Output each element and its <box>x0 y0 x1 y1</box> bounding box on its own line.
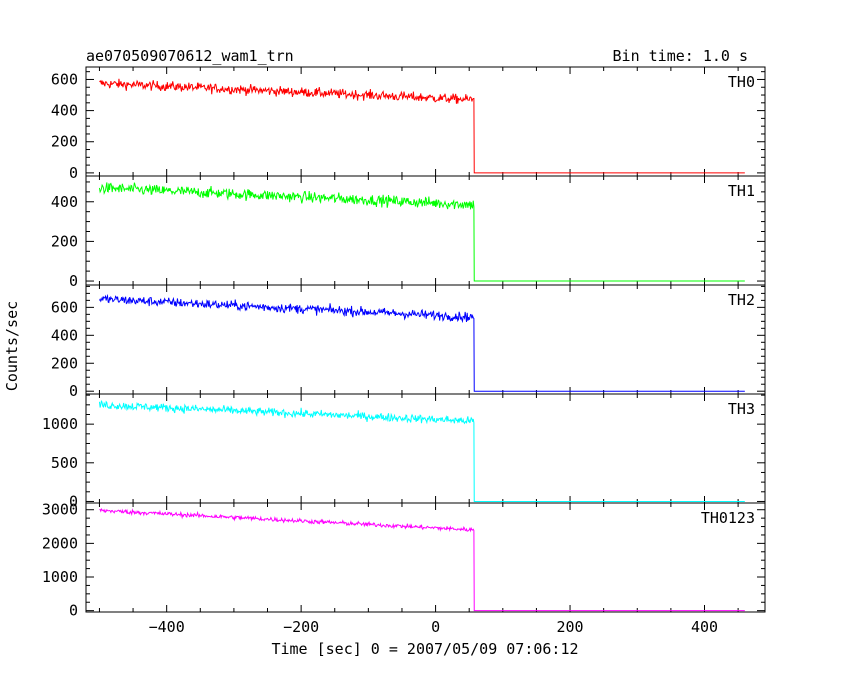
series-label-th1: TH1 <box>728 182 755 200</box>
y-tick-label: 600 <box>51 298 78 316</box>
series-line-th3 <box>98 400 745 502</box>
bin-time-label: Bin time: 1.0 s <box>613 47 748 65</box>
panel-th3: 0 500 1000 TH3 <box>42 393 766 510</box>
series-line-th1 <box>98 182 745 282</box>
y-tick-label: 1000 <box>42 415 78 433</box>
y-tick-label: 400 <box>51 193 78 211</box>
y-tick-label: 200 <box>51 232 78 250</box>
panel-frame <box>85 175 766 286</box>
panel-th1: 0 200 400 TH1 <box>51 175 766 290</box>
x-axis: −400 −200 0 200 400 <box>149 618 718 636</box>
x-axis-label: Time [sec] 0 = 2007/05/09 07:06:12 <box>271 640 578 658</box>
y-tick-label: 0 <box>69 382 78 400</box>
panel-frame <box>85 502 766 613</box>
y-tick-label: 200 <box>51 133 78 151</box>
x-tick-label: −200 <box>283 618 319 636</box>
y-tick-label: 0 <box>69 602 78 620</box>
x-tick-label: 400 <box>691 618 718 636</box>
chart-title: ae070509070612_wam1_trn <box>86 47 294 65</box>
y-tick-label: 400 <box>51 102 78 120</box>
panel-frame <box>85 284 766 395</box>
series-line-th0 <box>99 78 745 174</box>
panels: 0 200 400 600 TH0 0 200 400 TH1 0 200 400 600 TH2 0 500… <box>42 66 766 620</box>
y-tick-label: 3000 <box>42 501 78 519</box>
series-label-th0: TH0 <box>728 73 755 91</box>
y-tick-label: 0 <box>69 164 78 182</box>
panel-th0: 0 200 400 600 TH0 <box>51 66 766 182</box>
y-tick-label: 0 <box>69 492 78 510</box>
y-tick-label: 1000 <box>42 568 78 586</box>
series-label-th2: TH2 <box>728 291 755 309</box>
y-tick-label: 400 <box>51 326 78 344</box>
y-tick-label: 600 <box>51 70 78 88</box>
y-tick-label: 200 <box>51 354 78 372</box>
series-label-th0123: TH0123 <box>701 509 755 527</box>
y-axis-label: Counts/sec <box>3 301 21 391</box>
x-tick-label: 0 <box>431 618 440 636</box>
panel-frame <box>85 66 766 177</box>
panel-th2: 0 200 400 600 TH2 <box>51 284 766 400</box>
series-line-th0123 <box>99 508 745 612</box>
y-tick-label: 0 <box>69 272 78 290</box>
series-line-th2 <box>99 293 745 392</box>
series-label-th3: TH3 <box>728 400 755 418</box>
x-tick-label: −400 <box>149 618 185 636</box>
y-tick-label: 2000 <box>42 534 78 552</box>
y-tick-label: 500 <box>51 454 78 472</box>
panel-th0123: 0 1000 2000 3000 TH0123 <box>42 501 766 620</box>
x-tick-label: 200 <box>556 618 583 636</box>
panel-frame <box>85 393 766 504</box>
